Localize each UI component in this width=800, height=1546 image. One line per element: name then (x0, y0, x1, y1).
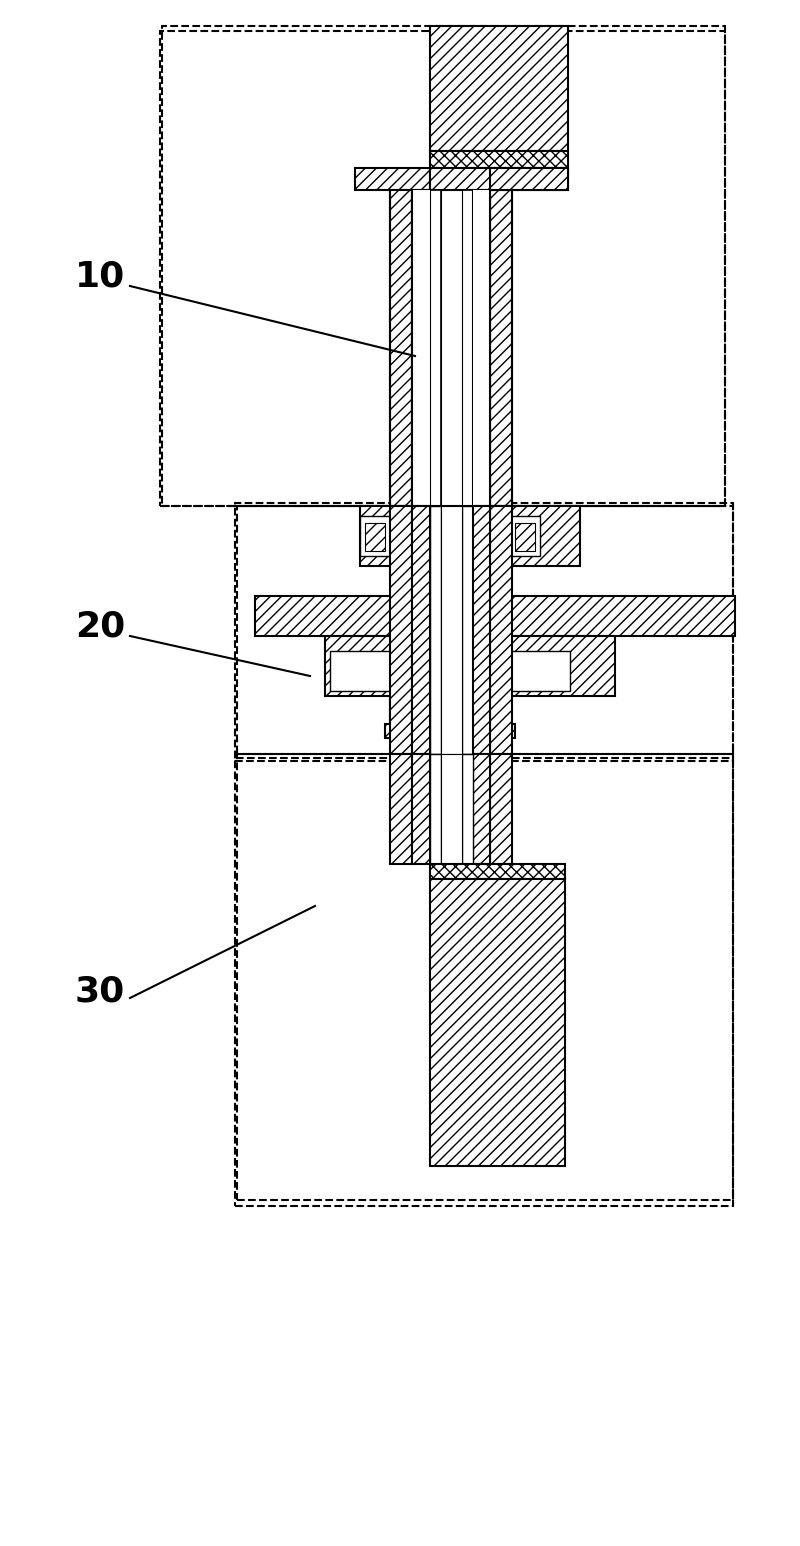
Bar (412, 190, 430, 506)
Bar (390, 754, 412, 864)
Bar (360, 506, 580, 566)
Bar (485, 724, 515, 737)
Bar (235, 758, 733, 1206)
Bar (385, 724, 415, 737)
Bar (490, 754, 512, 864)
Bar (462, 506, 473, 754)
Bar (510, 651, 570, 691)
Bar (412, 190, 430, 506)
Bar (473, 190, 490, 506)
Bar (330, 651, 390, 691)
Bar (462, 754, 473, 864)
Bar (430, 880, 565, 1166)
Bar (255, 597, 735, 635)
Bar (412, 754, 430, 864)
Text: 10: 10 (75, 260, 126, 294)
Bar (412, 506, 430, 754)
Bar (490, 506, 512, 754)
Bar (505, 516, 540, 557)
Bar (237, 506, 733, 754)
Bar (360, 516, 395, 557)
Bar (430, 506, 441, 754)
Bar (160, 31, 725, 506)
Bar (430, 169, 568, 190)
Bar (441, 190, 462, 506)
Bar (390, 696, 510, 727)
Bar (430, 754, 441, 864)
Bar (441, 754, 462, 864)
Bar (462, 190, 473, 506)
Bar (430, 26, 568, 152)
Bar (490, 169, 568, 190)
Bar (390, 190, 412, 506)
Text: 30: 30 (75, 974, 126, 1008)
Bar (325, 635, 615, 696)
Bar (355, 169, 430, 190)
Bar (473, 506, 490, 754)
Bar (473, 190, 490, 506)
Bar (490, 190, 512, 506)
Bar (390, 506, 412, 754)
Bar (400, 526, 425, 547)
Bar (473, 754, 490, 864)
Bar (162, 26, 725, 506)
Bar (515, 523, 535, 550)
Bar (475, 526, 500, 547)
Bar (390, 660, 510, 679)
Bar (430, 152, 568, 169)
Bar (441, 506, 462, 754)
Bar (235, 502, 733, 761)
Bar (430, 190, 441, 506)
Text: 20: 20 (75, 609, 126, 643)
Bar (430, 864, 565, 880)
Bar (237, 754, 733, 1200)
Bar (365, 523, 385, 550)
